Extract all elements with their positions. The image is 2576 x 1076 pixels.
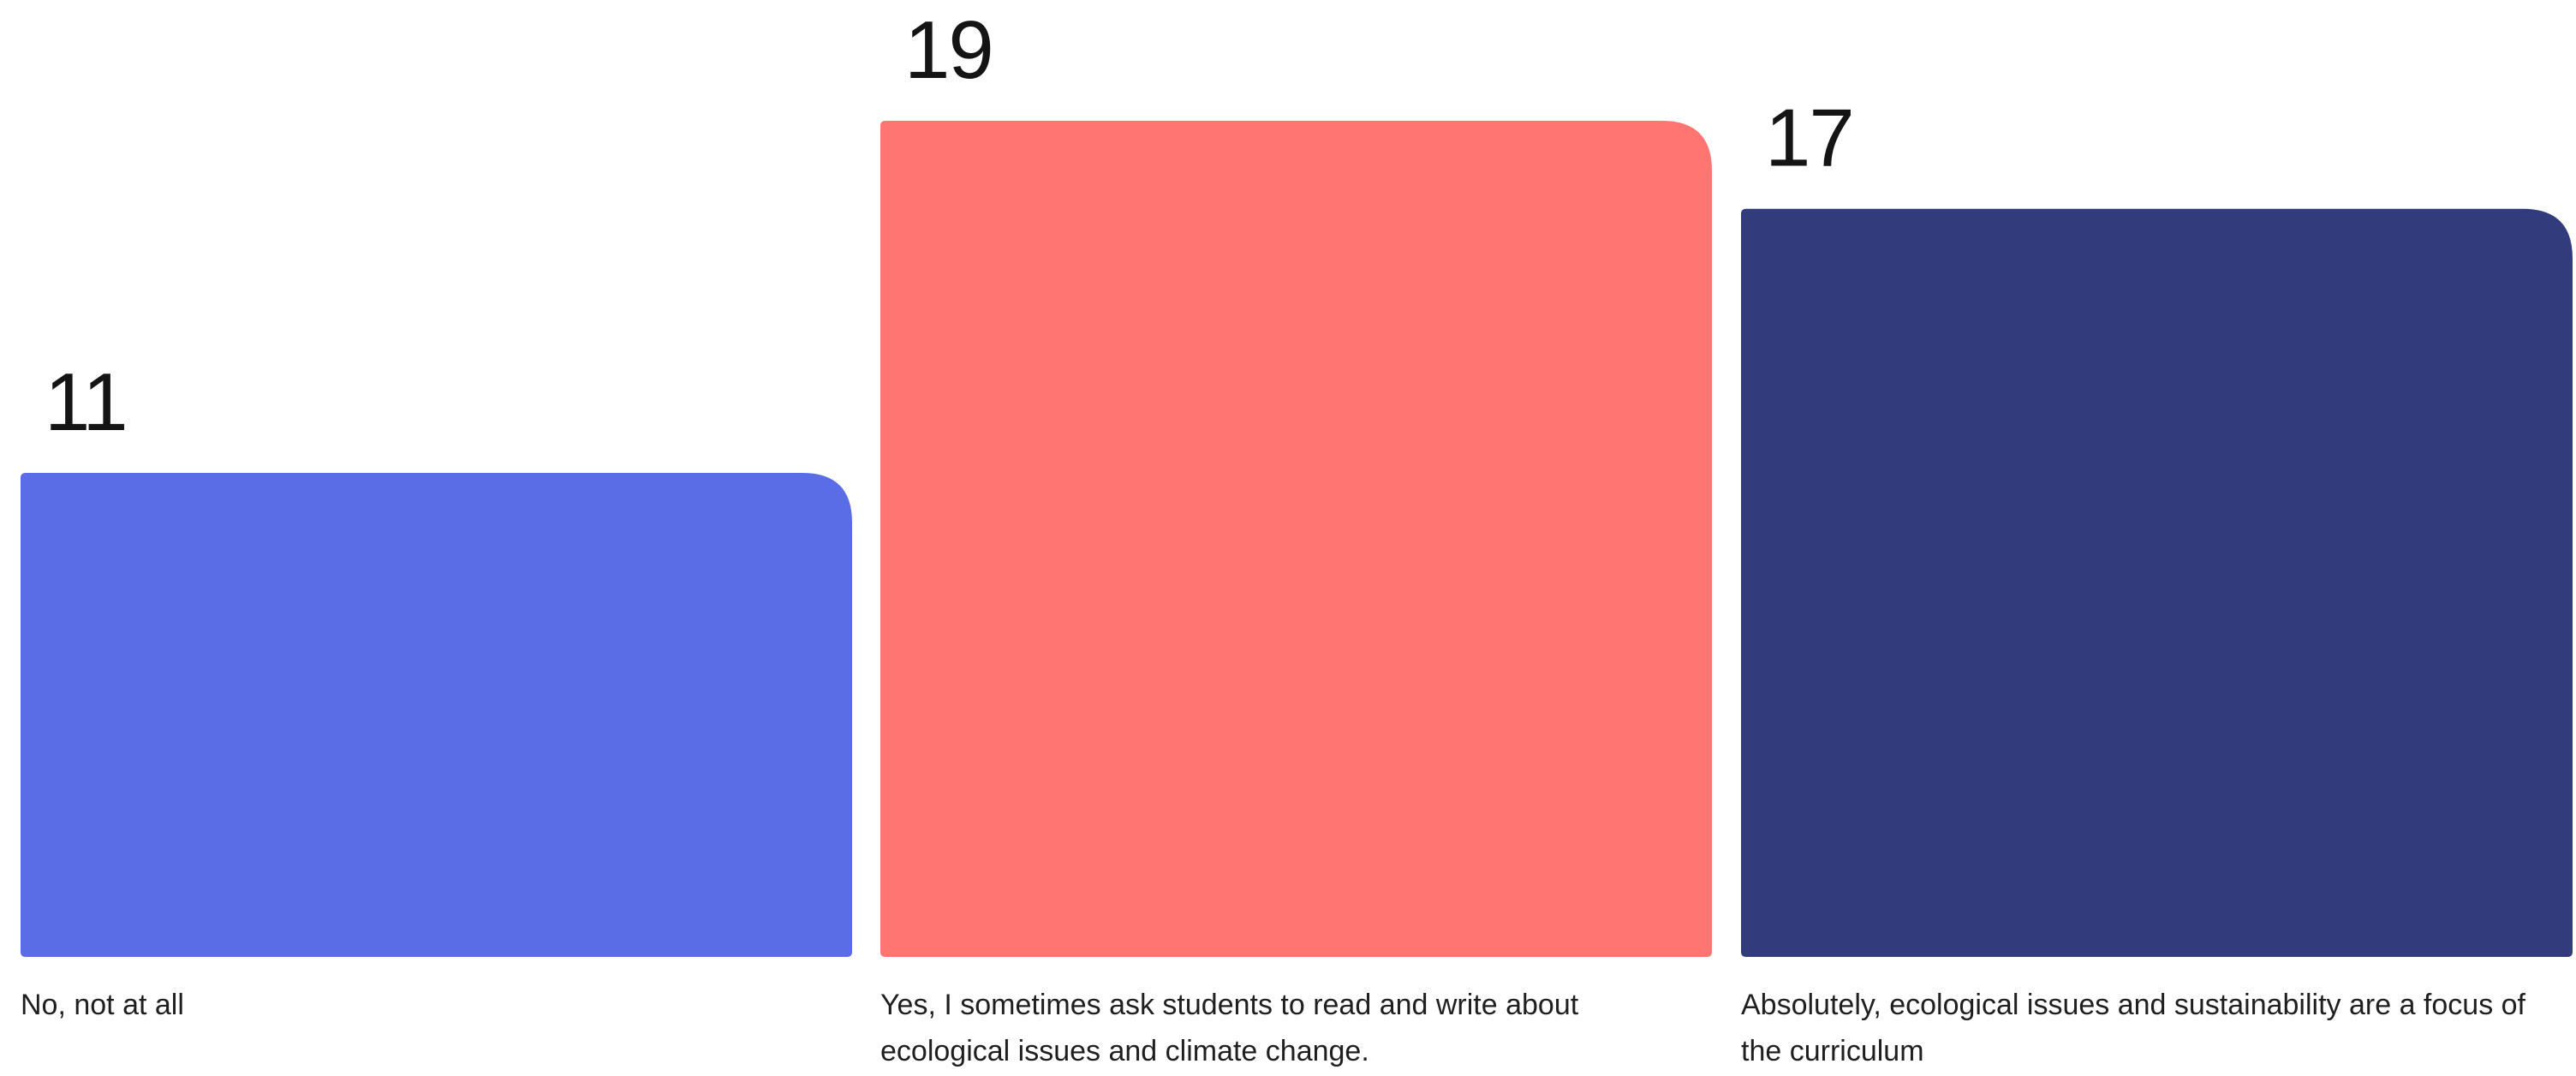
bar-3 bbox=[1741, 208, 2573, 958]
value-label-3: 17 bbox=[1765, 93, 1853, 184]
value-label-2: 19 bbox=[904, 4, 993, 96]
bar-2 bbox=[880, 121, 1712, 957]
bars-group bbox=[21, 121, 2573, 958]
category-label-2: Yes, I sometimes ask students to read an… bbox=[880, 989, 1579, 1067]
category-label-1: No, not at all bbox=[21, 989, 184, 1021]
value-label-1: 11 bbox=[45, 356, 127, 448]
category-label-3: Absolutely, ecological issues and sustai… bbox=[1741, 989, 2525, 1067]
value-labels-group: 11 19 17 bbox=[45, 4, 1855, 448]
bar-1 bbox=[21, 472, 852, 957]
